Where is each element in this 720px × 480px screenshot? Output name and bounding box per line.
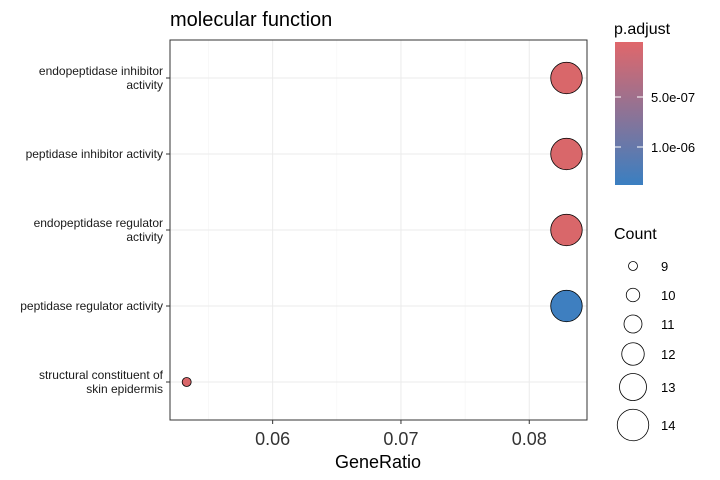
- size-legend-label-1: 10: [661, 288, 675, 303]
- y-tick-label-2-0: endopeptidase regulator: [34, 216, 163, 230]
- y-tick-label-4-1: skin epidermis: [86, 382, 163, 396]
- x-axis: 0.06 0.07 0.08: [255, 420, 547, 449]
- point-2: [550, 213, 583, 247]
- x-tick-label-0: 0.06: [255, 429, 290, 449]
- size-legend-key-1: [625, 287, 641, 303]
- color-legend-label-1: 1.0e-06: [651, 140, 695, 155]
- size-legend-label-2: 11: [661, 317, 675, 332]
- size-legend-key-4: [619, 373, 647, 401]
- color-legend: 5.0e-07 1.0e-06: [615, 90, 695, 155]
- chart-title: molecular function: [170, 9, 332, 31]
- data-points: [181, 61, 583, 387]
- y-tick-label-1-0: peptidase inhibitor activity: [26, 147, 163, 161]
- size-legend-label-3: 12: [661, 347, 675, 362]
- color-legend-title: p.adjust: [614, 21, 671, 38]
- point-3: [550, 289, 583, 323]
- color-legend-bar: [615, 42, 643, 185]
- y-tick-label-0-1: activity: [126, 78, 163, 92]
- point-4: [181, 377, 192, 387]
- size-legend-key-5: [616, 408, 650, 442]
- y-tick-label-3-0: peptidase regulator activity: [20, 299, 163, 313]
- size-legend-label-0: 9: [661, 259, 668, 274]
- size-legend-title: Count: [614, 226, 657, 243]
- point-1: [550, 137, 583, 171]
- x-axis-label: GeneRatio: [335, 452, 421, 472]
- size-legend-key-2: [623, 314, 643, 334]
- size-legend-label-4: 13: [661, 380, 675, 395]
- point-0: [550, 61, 583, 95]
- x-tick-label-2: 0.08: [512, 429, 547, 449]
- color-legend-label-0: 5.0e-07: [651, 90, 695, 105]
- y-tick-label-4-0: structural constituent of: [39, 368, 164, 382]
- size-legend-label-5: 14: [661, 418, 675, 433]
- size-legend-key-0: [628, 261, 638, 271]
- grid: [170, 40, 587, 420]
- size-legend-key-3: [621, 342, 645, 366]
- x-tick-label-1: 0.07: [383, 429, 418, 449]
- y-tick-label-2-1: activity: [126, 230, 163, 244]
- y-axis: endopeptidase inhibitoractivitypeptidase…: [20, 64, 170, 396]
- size-legend: 9 10 11 12 13 14: [616, 259, 675, 442]
- y-tick-label-0-0: endopeptidase inhibitor: [39, 64, 163, 78]
